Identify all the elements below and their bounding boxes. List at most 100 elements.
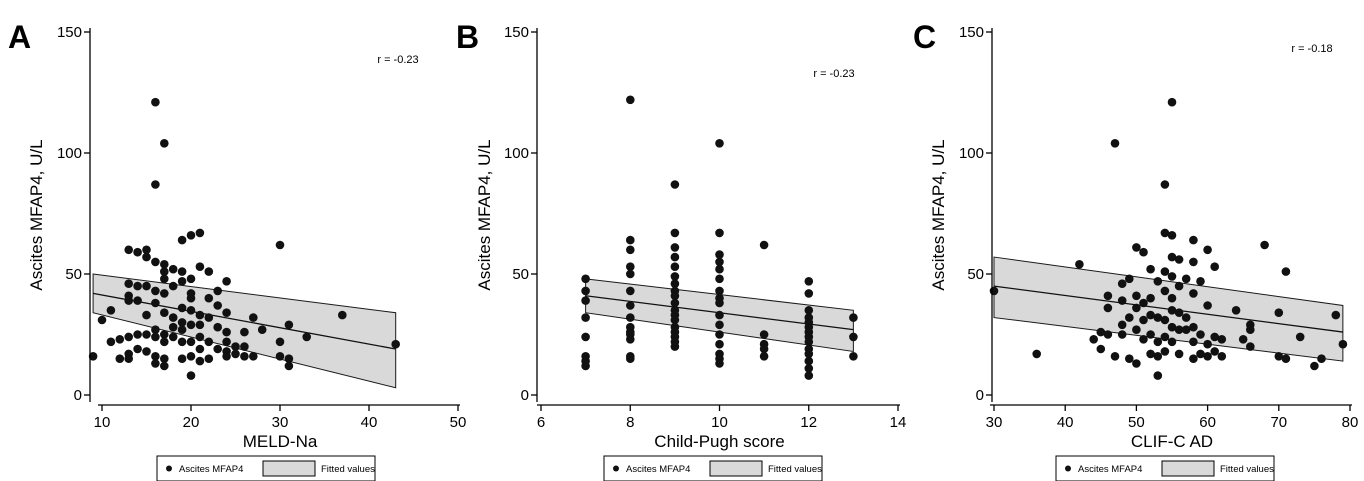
data-point xyxy=(1246,325,1255,335)
data-point xyxy=(715,359,724,368)
data-point xyxy=(715,139,724,148)
data-point xyxy=(581,361,590,371)
legend-marker-fit xyxy=(1161,460,1215,477)
data-point xyxy=(186,274,196,284)
data-point xyxy=(1146,349,1155,359)
chart-panel-b: 0 50 100 150 6 8 10 12 14 Child-Pugh score Ascites… xyxy=(456,19,906,481)
data-point xyxy=(222,308,231,318)
data-point xyxy=(275,240,285,250)
data-point xyxy=(151,97,160,107)
data-point xyxy=(186,320,196,330)
data-point xyxy=(1295,332,1305,342)
data-point xyxy=(124,245,133,255)
data-point xyxy=(204,267,214,276)
x-tick-label: 20 xyxy=(183,414,200,431)
data-point xyxy=(222,277,231,286)
data-point xyxy=(1174,325,1184,335)
data-point xyxy=(195,356,205,366)
data-point xyxy=(160,139,169,148)
data-point xyxy=(284,354,294,364)
y-tick-label: 100 xyxy=(57,145,82,162)
data-point xyxy=(249,352,258,361)
y-tick-label: 50 xyxy=(512,266,529,283)
data-point xyxy=(1281,354,1291,364)
data-point xyxy=(1103,303,1113,313)
data-point xyxy=(195,344,205,354)
data-point xyxy=(186,306,196,315)
data-point xyxy=(715,339,724,349)
data-point xyxy=(186,337,196,347)
x-tick-label: 30 xyxy=(272,414,289,431)
data-point xyxy=(160,260,169,269)
data-point xyxy=(1274,352,1284,361)
data-point xyxy=(989,286,999,296)
data-point xyxy=(1217,352,1227,361)
data-point xyxy=(160,330,169,339)
data-point xyxy=(804,337,814,347)
correlation-annotation: r = -0.18 xyxy=(1291,43,1332,55)
data-point xyxy=(1203,339,1212,349)
data-point xyxy=(177,354,187,364)
data-point xyxy=(1160,315,1170,325)
data-point xyxy=(1139,247,1148,257)
data-point xyxy=(1132,359,1141,368)
legend-marker-points xyxy=(613,465,619,472)
x-tick-label: 70 xyxy=(1270,414,1287,431)
data-point xyxy=(626,354,635,364)
y-tick-label: 150 xyxy=(57,24,82,41)
x-tick-label: 8 xyxy=(626,414,634,431)
legend-marker-fit xyxy=(262,460,316,477)
data-point xyxy=(670,279,680,289)
data-point xyxy=(1096,344,1106,354)
data-point xyxy=(1203,301,1212,310)
data-point xyxy=(1331,310,1341,320)
data-points xyxy=(989,97,1348,380)
x-tick-label: 50 xyxy=(450,414,467,431)
data-point xyxy=(213,301,222,310)
data-point xyxy=(1132,291,1141,301)
data-point xyxy=(160,308,169,318)
data-point xyxy=(849,313,858,322)
panel-letter: C xyxy=(913,19,936,55)
legend-label-fit: Fitted values xyxy=(768,464,822,475)
y-tick-label: 150 xyxy=(504,24,529,41)
data-point xyxy=(1174,255,1184,264)
data-point xyxy=(1110,139,1120,148)
chart-panel-a: 0 50 100 150 10 20 30 40 50 MELD-Na Ascites MFAP4,… xyxy=(8,19,466,481)
data-point xyxy=(195,262,205,272)
data-point xyxy=(1196,349,1205,359)
data-point xyxy=(124,296,133,305)
data-point xyxy=(1338,339,1348,349)
data-point xyxy=(195,332,205,342)
data-point xyxy=(142,252,151,262)
data-point xyxy=(1189,322,1198,332)
y-tick-label: 100 xyxy=(959,145,984,162)
data-point xyxy=(670,262,680,272)
data-point xyxy=(1096,327,1106,337)
data-point xyxy=(1167,306,1177,315)
x-tick-label: 6 xyxy=(537,414,545,431)
data-point xyxy=(1125,274,1134,284)
data-point xyxy=(177,325,187,335)
data-point xyxy=(804,277,814,286)
data-point xyxy=(284,361,294,371)
data-point xyxy=(1274,308,1284,318)
data-point xyxy=(715,286,724,296)
data-point xyxy=(1210,332,1219,342)
data-point xyxy=(715,257,724,267)
x-tick-label: 30 xyxy=(986,414,1003,431)
data-point xyxy=(1103,291,1113,301)
data-point xyxy=(97,315,107,325)
data-point xyxy=(1160,180,1170,189)
data-point xyxy=(1160,267,1170,276)
data-point xyxy=(284,320,294,330)
y-tick-label: 50 xyxy=(967,266,984,283)
data-point xyxy=(257,325,267,335)
data-point xyxy=(581,313,590,322)
data-point xyxy=(160,361,169,371)
data-point xyxy=(160,337,169,347)
data-point xyxy=(1160,286,1170,296)
data-point xyxy=(804,306,814,315)
legend-box xyxy=(156,455,376,481)
